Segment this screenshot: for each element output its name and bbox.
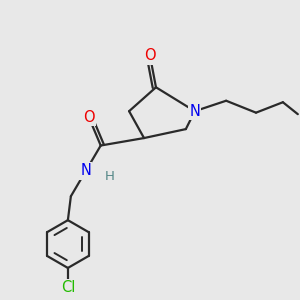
Text: Cl: Cl — [61, 280, 75, 295]
Text: N: N — [189, 104, 200, 119]
Text: O: O — [144, 48, 156, 63]
Text: H: H — [105, 170, 115, 183]
Text: O: O — [83, 110, 94, 125]
Text: N: N — [80, 164, 91, 178]
